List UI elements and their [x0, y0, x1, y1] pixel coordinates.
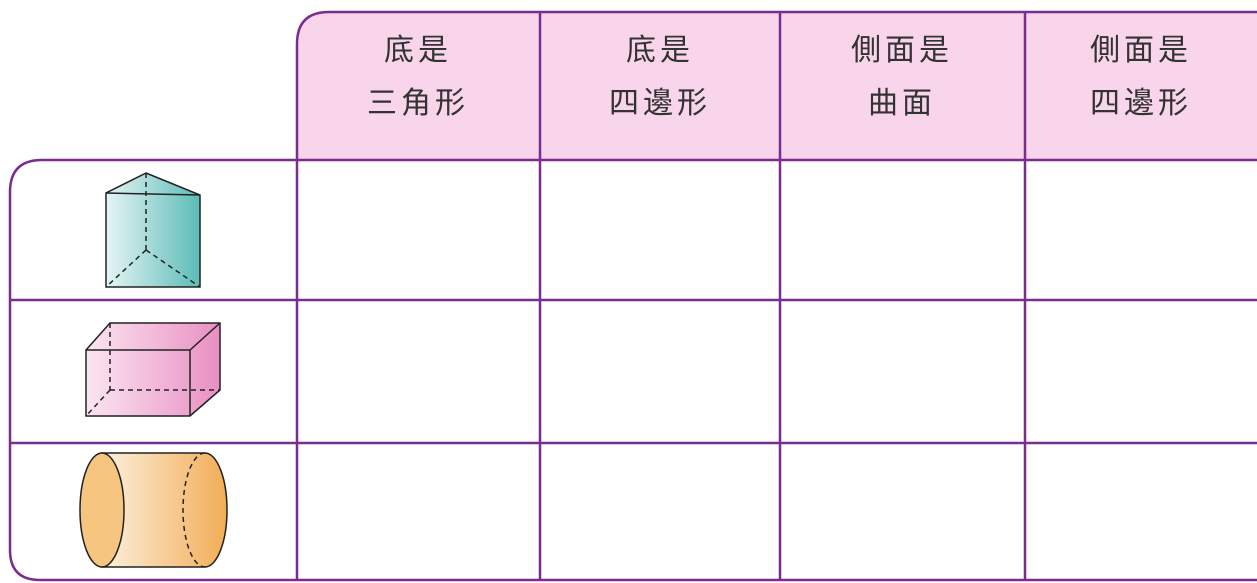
header-text: 曲面	[868, 86, 936, 121]
cylinder-icon	[79, 452, 228, 568]
header-text: 三角形	[367, 86, 469, 121]
header-text: 底是	[384, 33, 452, 68]
header-text: 四邊形	[1090, 86, 1192, 121]
header-text: 底是	[626, 33, 694, 68]
header-text: 側面是	[1090, 33, 1192, 68]
header-background	[297, 12, 1257, 160]
cuboid-icon	[85, 322, 221, 417]
header-text: 側面是	[851, 33, 953, 68]
grid	[8, 10, 1257, 582]
prism-icon	[105, 172, 201, 288]
header-text: 四邊形	[609, 86, 711, 121]
